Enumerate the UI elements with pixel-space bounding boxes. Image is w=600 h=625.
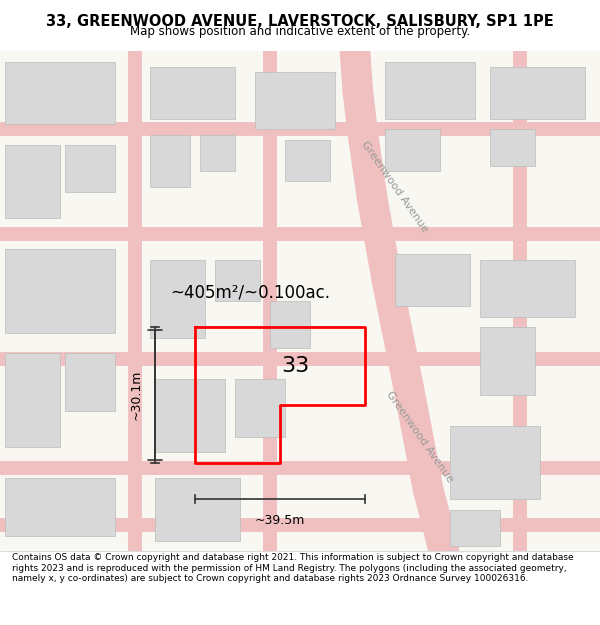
Bar [5, 478, 115, 536]
Bar [215, 259, 260, 301]
Bar [65, 353, 115, 411]
Bar [395, 254, 470, 306]
Bar [150, 259, 205, 338]
Bar [255, 72, 335, 129]
Bar [480, 259, 575, 317]
Text: 33: 33 [281, 356, 309, 376]
Text: Contains OS data © Crown copyright and database right 2021. This information is : Contains OS data © Crown copyright and d… [12, 554, 574, 583]
Bar [5, 249, 115, 332]
Text: ~405m²/~0.100ac.: ~405m²/~0.100ac. [170, 283, 330, 301]
Bar [450, 426, 540, 499]
Bar [490, 67, 585, 119]
Bar [155, 379, 225, 452]
Bar [5, 62, 115, 124]
Bar [5, 145, 60, 218]
Bar [65, 145, 115, 192]
Bar [285, 140, 330, 181]
Bar [155, 478, 240, 541]
Text: Greenwood Avenue: Greenwood Avenue [385, 389, 455, 484]
Bar [490, 129, 535, 166]
Bar [450, 509, 500, 546]
Text: ~30.1m: ~30.1m [130, 370, 143, 420]
Bar [480, 328, 535, 395]
Bar [385, 62, 475, 119]
Bar [200, 134, 235, 171]
Bar [5, 353, 60, 447]
Bar [385, 129, 440, 171]
Bar [150, 134, 190, 187]
Bar [270, 301, 310, 348]
Text: Greenwood Avenue: Greenwood Avenue [360, 139, 430, 234]
Text: Map shows position and indicative extent of the property.: Map shows position and indicative extent… [130, 26, 470, 39]
Text: 33, GREENWOOD AVENUE, LAVERSTOCK, SALISBURY, SP1 1PE: 33, GREENWOOD AVENUE, LAVERSTOCK, SALISB… [46, 14, 554, 29]
Bar [150, 67, 235, 119]
Bar [235, 379, 285, 437]
Text: ~39.5m: ~39.5m [255, 514, 305, 527]
